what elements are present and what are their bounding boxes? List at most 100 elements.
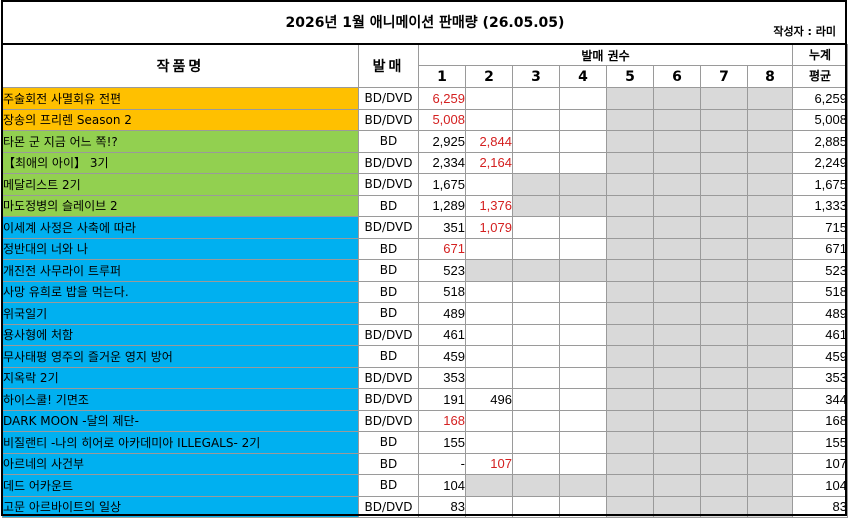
volume-3-cell xyxy=(512,323,560,346)
unreleased-cell xyxy=(747,151,793,174)
author-label: 작성자 : 라미 xyxy=(773,25,836,38)
title-cell: DARK MOON -달의 제단- xyxy=(2,409,359,432)
title-cell: 용사형에 처함 xyxy=(2,323,359,346)
unreleased-cell xyxy=(700,130,748,153)
volume-2-cell xyxy=(465,87,513,110)
format-cell: BD/DVD xyxy=(358,409,419,432)
table-row: 무사태평 영주의 즐거운 영지 방어 BD 459 459 xyxy=(2,345,848,368)
unreleased-cell xyxy=(653,130,701,153)
unreleased-cell xyxy=(747,237,793,260)
volume-1-cell: 459 xyxy=(418,345,466,368)
unreleased-cell xyxy=(606,302,654,325)
table-row: 메달리스트 2기 BD/DVD 1,675 1,675 xyxy=(2,173,848,196)
volume-1-cell: 5,008 xyxy=(418,108,466,131)
table-row: 정반대의 너와 나 BD 671 671 xyxy=(2,237,848,260)
volume-2-cell xyxy=(465,237,513,260)
unreleased-cell xyxy=(606,409,654,432)
unreleased-cell xyxy=(700,237,748,260)
unreleased-cell xyxy=(747,323,793,346)
volume-4-cell xyxy=(559,216,607,239)
title-cell: 정반대의 너와 나 xyxy=(2,237,359,260)
unreleased-cell xyxy=(747,173,793,196)
volume-3-cell xyxy=(512,216,560,239)
title-cell: 사망 유희로 밥을 먹는다. xyxy=(2,280,359,303)
unreleased-cell xyxy=(653,409,701,432)
unreleased-cell xyxy=(606,108,654,131)
volume-3-cell xyxy=(512,409,560,432)
header-volume-8: 8 xyxy=(747,65,793,88)
unreleased-cell xyxy=(559,259,607,282)
volume-1-cell: 2,334 xyxy=(418,151,466,174)
volume-3-cell xyxy=(512,130,560,153)
volume-1-cell: 351 xyxy=(418,216,466,239)
unreleased-cell xyxy=(700,495,748,518)
format-cell: BD xyxy=(358,345,419,368)
unreleased-cell xyxy=(747,495,793,518)
unreleased-cell xyxy=(559,474,607,497)
header-cumulative: 누계 xyxy=(792,44,848,66)
volume-3-cell xyxy=(512,302,560,325)
format-cell: BD xyxy=(358,130,419,153)
unreleased-cell xyxy=(700,345,748,368)
format-cell: BD/DVD xyxy=(358,87,419,110)
volume-2-cell: 2,844 xyxy=(465,130,513,153)
format-cell: BD/DVD xyxy=(358,366,419,389)
unreleased-cell xyxy=(606,388,654,411)
unreleased-cell xyxy=(606,345,654,368)
volume-3-cell xyxy=(512,87,560,110)
title-cell: 아르네의 사건부 xyxy=(2,452,359,475)
unreleased-cell xyxy=(700,366,748,389)
table-row: 고문 아르바이트의 일상 BD/DVD 83 83 xyxy=(2,495,848,518)
unreleased-cell xyxy=(606,173,654,196)
volume-4-cell xyxy=(559,452,607,475)
unreleased-cell xyxy=(747,431,793,454)
volume-1-cell: 191 xyxy=(418,388,466,411)
unreleased-cell xyxy=(700,280,748,303)
format-cell: BD/DVD xyxy=(358,495,419,518)
volume-4-cell xyxy=(559,409,607,432)
volume-1-cell: 6,259 xyxy=(418,87,466,110)
unreleased-cell xyxy=(653,194,701,217)
format-cell: BD xyxy=(358,280,419,303)
unreleased-cell xyxy=(606,323,654,346)
volume-1-cell: 155 xyxy=(418,431,466,454)
title-cell: 이세계 사정은 사축에 따라 xyxy=(2,216,359,239)
volume-3-cell xyxy=(512,108,560,131)
volume-1-cell: 1,675 xyxy=(418,173,466,196)
volume-3-cell xyxy=(512,495,560,518)
table-row: 비질랜티 -나의 히어로 아카데미아 ILLEGALS- 2기 BD 155 155 xyxy=(2,431,848,454)
table-row: 위국일기 BD 489 489 xyxy=(2,302,848,325)
unreleased-cell xyxy=(512,173,560,196)
average-cell: 5,008 xyxy=(792,108,848,131)
unreleased-cell xyxy=(653,237,701,260)
unreleased-cell xyxy=(747,280,793,303)
title-cell: 장송의 프리렌 Season 2 xyxy=(2,108,359,131)
format-cell: BD/DVD xyxy=(358,151,419,174)
unreleased-cell xyxy=(747,259,793,282)
unreleased-cell xyxy=(747,216,793,239)
volume-1-cell: - xyxy=(418,452,466,475)
unreleased-cell xyxy=(606,366,654,389)
table-row: 하이스쿨! 기면조 BD/DVD 191 496 344 xyxy=(2,388,848,411)
title-cell: 【최애의 아이】 3기 xyxy=(2,151,359,174)
volume-1-cell: 489 xyxy=(418,302,466,325)
average-cell: 353 xyxy=(792,366,848,389)
unreleased-cell xyxy=(747,194,793,217)
unreleased-cell xyxy=(747,452,793,475)
unreleased-cell xyxy=(512,474,560,497)
unreleased-cell xyxy=(606,194,654,217)
sales-table: 작품명 발매 발매 권수 누계 1 2 3 4 5 6 7 8 평균 주술회전 … xyxy=(2,44,848,518)
volume-3-cell xyxy=(512,280,560,303)
unreleased-cell xyxy=(700,409,748,432)
header-volume-6: 6 xyxy=(653,65,701,88)
unreleased-cell xyxy=(653,259,701,282)
unreleased-cell xyxy=(606,151,654,174)
volume-1-cell: 671 xyxy=(418,237,466,260)
average-cell: 2,249 xyxy=(792,151,848,174)
unreleased-cell xyxy=(700,216,748,239)
header-volume-3: 3 xyxy=(512,65,560,88)
title-cell: 주술회전 사멸회유 전편 xyxy=(2,87,359,110)
format-cell: BD/DVD xyxy=(358,216,419,239)
unreleased-cell xyxy=(653,173,701,196)
unreleased-cell xyxy=(653,280,701,303)
